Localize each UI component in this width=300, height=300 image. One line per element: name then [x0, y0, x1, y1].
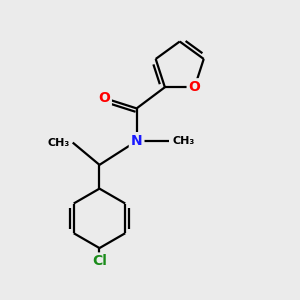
- Text: N: N: [131, 134, 142, 148]
- Text: O: O: [98, 91, 110, 105]
- Text: CH₃: CH₃: [47, 138, 70, 148]
- Text: Cl: Cl: [92, 254, 107, 268]
- Text: CH₃: CH₃: [172, 136, 194, 146]
- Text: O: O: [189, 80, 200, 94]
